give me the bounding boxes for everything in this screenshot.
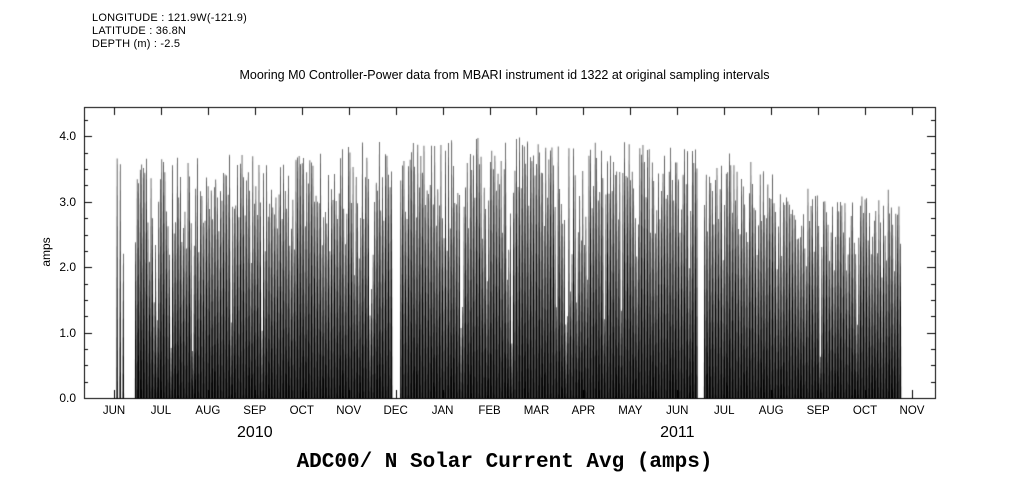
depth-label: DEPTH (m) : -2.5 (92, 38, 181, 50)
latitude-label: LATITUDE : 36.8N (92, 25, 187, 37)
plot-title: Mooring M0 Controller-Power data from MB… (239, 68, 770, 82)
longitude-label: LONGITUDE : 121.9W(-121.9) (92, 12, 247, 24)
figure-caption: ADC00/ N Solar Current Avg (amps) (296, 451, 713, 474)
station-info-block: LONGITUDE : 121.9W(-121.9) LATITUDE : 36… (92, 12, 247, 51)
